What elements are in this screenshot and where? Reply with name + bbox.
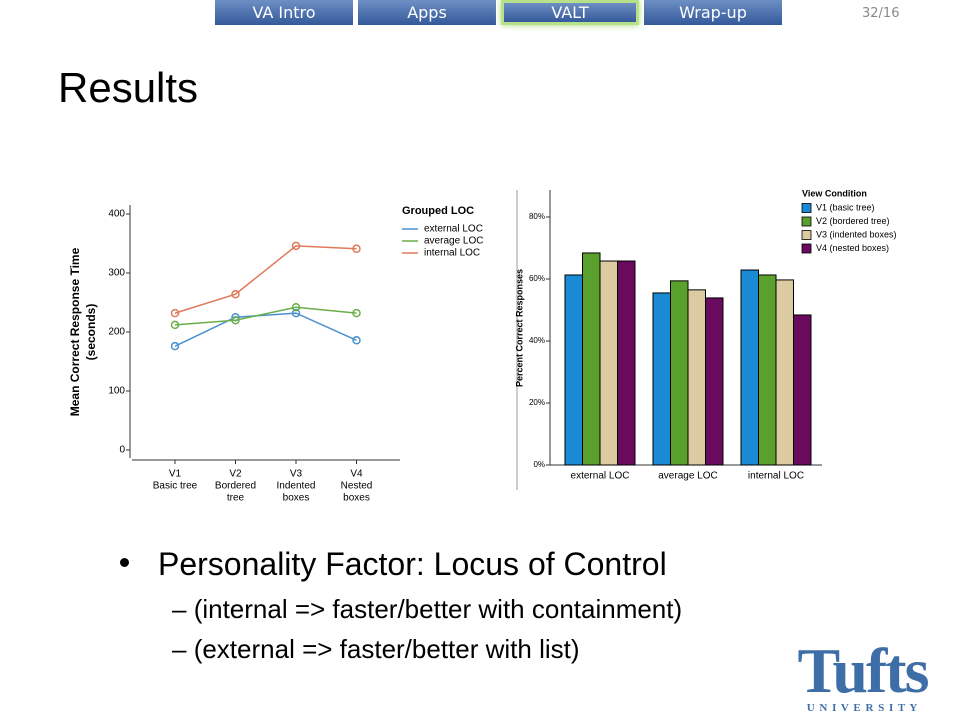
legend-swatch	[801, 216, 812, 227]
x-tick-label: external LOC	[571, 471, 630, 482]
legend-title: Grouped LOC	[402, 205, 474, 217]
nav-tab[interactable]: Wrap-up	[644, 0, 782, 25]
page-number: 32/16	[862, 6, 900, 21]
logo: Tufts U N I V E R S I T Y	[785, 635, 940, 715]
x-tick-label: V2	[229, 469, 242, 480]
bar	[670, 280, 689, 466]
bullet-dot	[120, 558, 129, 567]
bar	[775, 279, 794, 466]
x-tick-label: V4	[350, 469, 363, 480]
legend-swatch	[801, 203, 812, 213]
y-axis-label: Mean Correct Response Time	[68, 247, 82, 416]
point	[291, 241, 301, 251]
x-tick-label: average LOC	[658, 471, 717, 482]
charts: 0 100 200 300 400 Mean Correct Response Time(…	[68, 188, 897, 504]
nav-tab[interactable]: VA Intro	[215, 0, 353, 25]
y-tick-label: 40%	[529, 336, 545, 345]
legend-label: average LOC	[424, 236, 483, 247]
point	[170, 308, 180, 318]
y-tick-label: 0	[119, 445, 125, 456]
point	[231, 289, 240, 299]
y-tick-label: 200	[108, 327, 125, 338]
bullet: Personality Factor: Locus of Control	[158, 546, 667, 582]
y-tick-label: 100	[108, 386, 125, 397]
x-tick-label: Bordered	[215, 481, 256, 492]
bar	[652, 292, 671, 466]
x-tick-label: Basic tree	[153, 481, 198, 492]
x-tick-label: internal LOC	[748, 471, 804, 482]
bar	[564, 274, 583, 466]
sub-bullet: – (internal => faster/better with contai…	[172, 594, 683, 624]
y-axis-label: (seconds)	[84, 304, 98, 361]
nav-tab[interactable]: Apps	[358, 0, 496, 25]
bar	[705, 297, 724, 466]
y-tick-label: 400	[108, 209, 125, 220]
series-line	[174, 245, 357, 314]
point	[291, 308, 301, 318]
nav-tab[interactable]: VALT	[501, 0, 639, 25]
y-tick-label: 20%	[529, 398, 545, 407]
legend-title: View Condition	[802, 188, 867, 198]
x-tick-label: Indented	[277, 481, 316, 492]
bar	[758, 274, 777, 466]
y-axis-label: Percent Correct Responses	[514, 269, 524, 387]
x-tick-label: tree	[227, 493, 245, 504]
x-tick-label: V3	[290, 469, 303, 480]
point	[170, 320, 180, 330]
logo-sub: U N I V E R S I T Y	[806, 702, 919, 714]
slide-title: Results	[58, 64, 199, 111]
x-tick-label: V1	[169, 469, 182, 480]
legend-label: V1 (basic tree)	[816, 202, 875, 212]
bar	[740, 269, 759, 466]
legend-label: V3 (indented boxes)	[816, 229, 897, 239]
legend-label: external LOC	[424, 224, 483, 235]
series-line	[174, 312, 357, 347]
bar	[582, 252, 601, 466]
legend-label: V4 (nested boxes)	[816, 243, 889, 253]
bar	[793, 314, 812, 466]
sub-bullet-text: (internal => faster/better with containm…	[193, 594, 683, 624]
series-line	[174, 306, 357, 326]
bar	[599, 260, 618, 466]
point	[231, 315, 240, 325]
y-tick-label: 300	[108, 268, 125, 279]
point	[352, 244, 361, 254]
x-tick-label: boxes	[343, 493, 370, 504]
point	[291, 302, 301, 312]
legend-label: internal LOC	[424, 248, 480, 259]
bar	[687, 289, 706, 466]
point	[170, 341, 180, 351]
y-tick-label: 0%	[533, 460, 545, 469]
x-tick-label: boxes	[283, 493, 310, 504]
legend-label: V2 (bordered tree)	[816, 216, 890, 226]
sub-bullet-text: (external => faster/better with list)	[193, 634, 580, 664]
logo-name: Tufts	[797, 635, 930, 706]
bar	[617, 260, 636, 466]
legend-swatch	[801, 230, 812, 240]
y-tick-label: 60%	[529, 274, 545, 283]
point	[352, 336, 361, 345]
point	[352, 308, 361, 318]
y-tick-label: 80%	[529, 212, 545, 221]
legend-swatch	[801, 243, 812, 254]
sub-bullet: – (external => faster/better with list)	[172, 634, 580, 664]
x-tick-label: Nested	[341, 481, 373, 492]
